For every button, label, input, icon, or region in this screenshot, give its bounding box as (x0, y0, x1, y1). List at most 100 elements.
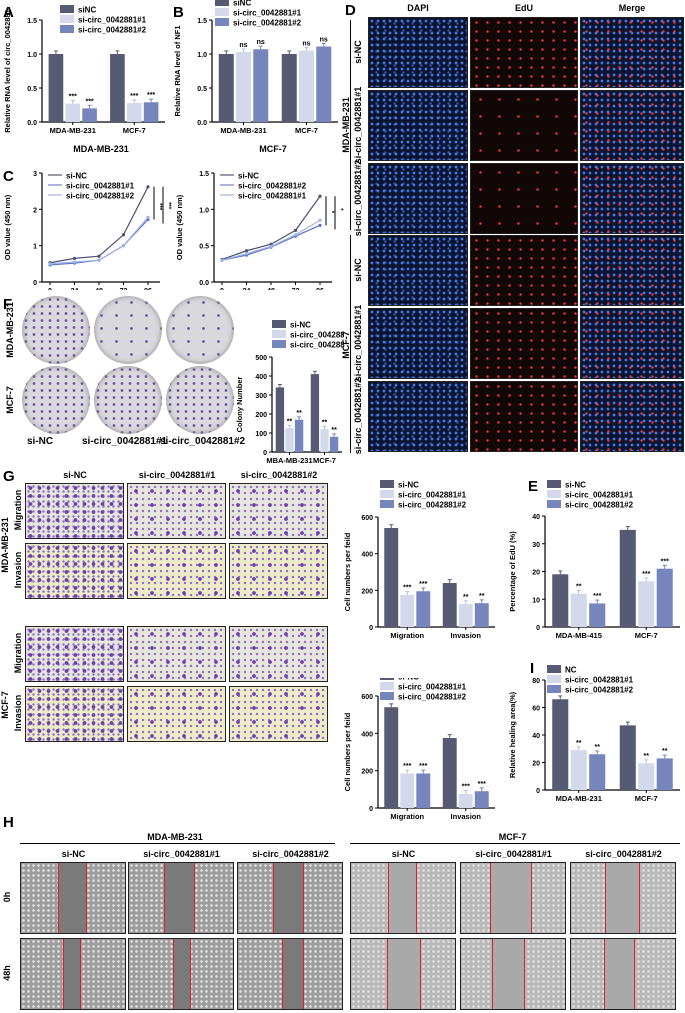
legend-swatch (380, 682, 394, 690)
y-tick-label: 400 (361, 552, 373, 559)
edu-stain-image (470, 17, 578, 88)
transwell-image (229, 626, 328, 682)
y-tick-label: 0 (369, 806, 373, 813)
legend-swatch (272, 320, 286, 328)
y-tick-label: 2 (33, 207, 37, 214)
transwell-image (127, 543, 226, 599)
y-tick-label: 20 (532, 570, 540, 577)
edu-stain-image (368, 17, 468, 88)
data-point (220, 258, 224, 262)
significance-label: *** (69, 94, 77, 101)
y-tick-label: 600 (361, 694, 373, 701)
legend-swatch (547, 675, 561, 683)
significance-label: ** (463, 594, 469, 601)
bar (48, 54, 64, 122)
data-point (97, 254, 101, 258)
bar (285, 428, 294, 452)
colony-plate (166, 296, 234, 364)
wound-gap (490, 863, 532, 933)
legend-label: si-NC (66, 172, 87, 181)
edu-stain-image (470, 308, 578, 379)
bar (110, 54, 125, 122)
y-tick-label: 20 (532, 761, 540, 768)
panel-label-a: A (3, 4, 14, 21)
bar (474, 791, 489, 808)
bar (294, 419, 304, 452)
series-line (221, 195, 321, 261)
divider (350, 235, 351, 453)
colony-plate (94, 296, 162, 364)
g-row-label: Invasion (13, 694, 23, 732)
wound-image (570, 862, 676, 934)
bar (619, 529, 636, 627)
wound-gap (164, 863, 196, 933)
y-axis-label: Cell numbers per feild (343, 712, 352, 791)
x-tick-label: MCF-7 (635, 631, 658, 640)
wound-gap (62, 939, 82, 1009)
data-point (244, 252, 249, 256)
y-tick-label: 0 (536, 625, 540, 632)
x-tick-label: MDA-MB-231 (50, 126, 96, 135)
h-group-label: MDA-MB-231 (147, 832, 203, 842)
legend-label: si-circ_0042881#1 (290, 331, 344, 340)
wound-image (237, 862, 343, 934)
y-tick-label: 3 (33, 171, 37, 178)
legend-swatch (272, 340, 286, 348)
bar (552, 699, 569, 790)
y-tick-label: 40 (532, 514, 540, 521)
bar (143, 102, 159, 122)
legend-swatch (272, 330, 286, 338)
y-tick-label: 0 (263, 450, 267, 457)
data-point (72, 260, 77, 264)
panel-label-h: H (3, 814, 14, 831)
significance-label: *** (462, 784, 470, 791)
data-point (97, 258, 101, 262)
bar (589, 754, 606, 790)
significance-label: * (337, 208, 343, 211)
y-tick-label: 200 (361, 588, 373, 595)
g-col-label: si-circ_0042881#1 (138, 470, 216, 480)
legend-swatch (380, 480, 394, 488)
x-tick-label: MCF-7 (313, 456, 336, 465)
x-tick-label: 72 (120, 288, 128, 290)
chart-c-mcf: 0.00.51.01.5OD value (450 nm)si-NCsi-cir… (175, 144, 343, 290)
h-col-label: si-circ_0042881#2 (585, 849, 662, 859)
y-tick-label: 0 (369, 625, 373, 632)
bar (416, 773, 431, 808)
x-tick-label: MCF-7 (123, 126, 146, 135)
panel-label-b: B (173, 4, 184, 21)
data-point (121, 233, 126, 237)
f-col-label: si-NC (26, 436, 54, 447)
panel-label-e: E (528, 478, 539, 495)
y-tick-label: 10 (532, 597, 540, 604)
bar (82, 108, 97, 122)
h-row-label: 48h (2, 965, 12, 981)
bar (65, 103, 81, 122)
g-col-label: si-circ_0042881#2 (240, 470, 318, 480)
legend-label: si-NC (565, 481, 586, 490)
legend-swatch (380, 692, 394, 700)
wound-gap (387, 939, 421, 1009)
legend-label: si-circ_0042881#2 (290, 341, 344, 350)
d-col-dapi: DAPI (407, 3, 429, 13)
wound-image (350, 862, 456, 934)
h-group-label: MCF-7 (498, 832, 527, 842)
significance-label: * (328, 211, 334, 214)
panel-label-i: I (530, 660, 535, 677)
transwell-image (127, 626, 226, 682)
y-tick-label: 60 (532, 706, 540, 713)
bar (638, 763, 655, 790)
g-group-label: MCF-7 (0, 691, 10, 719)
bar (589, 603, 606, 627)
edu-stain-image (580, 163, 684, 234)
data-point (146, 185, 150, 189)
significance-label: *** (419, 581, 427, 588)
significance-label: ** (331, 427, 337, 434)
edu-stain-image (368, 163, 468, 234)
wound-image (460, 938, 566, 1010)
legend-label: si-circ_0042881#2 (78, 26, 147, 35)
legend-swatch (380, 678, 394, 680)
x-tick-label: 96 (316, 288, 324, 290)
significance-label: ns (320, 36, 328, 43)
